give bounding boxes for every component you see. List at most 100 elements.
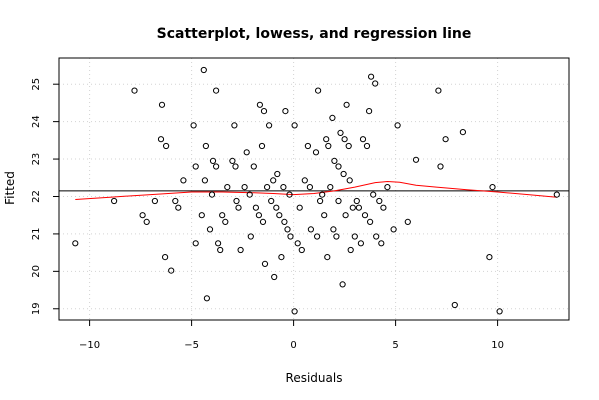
y-axis-label: Fitted [3, 171, 17, 205]
data-point [241, 184, 248, 191]
data-point [280, 184, 287, 191]
data-point [202, 142, 209, 150]
data-point [298, 246, 305, 254]
data-point [380, 204, 387, 211]
data-point [72, 240, 79, 247]
data-point [496, 308, 503, 315]
data-point [321, 212, 328, 219]
data-point [232, 163, 239, 170]
lowess-curve-group [75, 180, 557, 200]
data-point [390, 226, 397, 233]
data-point [291, 308, 298, 315]
data-point [235, 204, 242, 211]
data-point [219, 212, 226, 219]
data-point [349, 204, 356, 211]
data-point [301, 177, 308, 184]
x-axis-label: Residuals [286, 371, 343, 385]
data-point [370, 191, 377, 198]
y-tick-label: 19 [31, 302, 42, 315]
data-point [345, 142, 352, 150]
data-point [266, 122, 273, 129]
data-point [404, 218, 411, 225]
data-point [172, 197, 179, 205]
data-point [363, 142, 371, 150]
data-point [372, 80, 379, 87]
data-point [222, 218, 229, 225]
x-tick-label: −10 [79, 340, 100, 351]
data-point [215, 240, 222, 247]
data-point [258, 142, 266, 150]
data-point [271, 273, 278, 281]
data-point [384, 184, 391, 191]
data-point [278, 254, 285, 261]
data-point [208, 191, 216, 198]
data-point [367, 218, 374, 225]
data-point [151, 197, 158, 205]
data-point [296, 204, 303, 211]
data-point [287, 233, 294, 240]
data-point [247, 233, 254, 240]
data-point [341, 136, 348, 143]
data-point [437, 163, 444, 170]
data-point [168, 267, 175, 274]
data-point [317, 197, 324, 205]
data-point [158, 101, 166, 108]
data-point [355, 204, 362, 211]
data-point [307, 226, 314, 233]
y-tick-label: 23 [31, 153, 42, 166]
data-point [201, 177, 208, 184]
data-point [213, 163, 220, 170]
data-point [361, 212, 369, 219]
data-point [315, 87, 322, 94]
data-point [192, 240, 199, 247]
data-point [323, 136, 330, 143]
y-tick-label: 22 [31, 190, 42, 203]
data-point [412, 156, 420, 163]
x-tick-label: 5 [392, 340, 398, 351]
data-point [346, 177, 353, 184]
data-point [347, 246, 354, 254]
data-point [111, 197, 118, 205]
data-point [343, 101, 350, 108]
data-point [198, 212, 205, 219]
data-point [281, 218, 288, 225]
data-point [162, 254, 169, 261]
x-tick-label: −5 [184, 340, 199, 351]
data-point [314, 233, 321, 240]
data-point [337, 129, 344, 136]
data-point [459, 129, 466, 136]
data-point [340, 170, 347, 178]
data-point [329, 114, 336, 122]
y-tick-label: 20 [31, 265, 42, 278]
data-point [255, 212, 262, 219]
lowess-curve [75, 180, 557, 200]
data-point [359, 136, 367, 143]
x-tick-label: 10 [491, 340, 504, 351]
data-point [324, 254, 331, 261]
data-point [342, 212, 349, 219]
x-axis: −10 −5 0 5 10 [79, 319, 504, 351]
data-point [319, 191, 326, 198]
data-point [157, 136, 165, 143]
data-point [190, 122, 197, 129]
data-point [335, 163, 342, 170]
data-point [213, 87, 220, 94]
y-tick-label: 21 [31, 228, 42, 241]
data-point [274, 170, 281, 178]
data-point [435, 87, 442, 94]
data-point [163, 142, 170, 150]
data-point [330, 226, 337, 233]
data-point [143, 218, 150, 225]
x-tick-label: 0 [290, 340, 296, 351]
data-point [270, 177, 277, 184]
data-point [286, 191, 293, 198]
data-point [376, 197, 383, 205]
data-point [233, 197, 240, 205]
data-point [327, 184, 334, 191]
data-point [229, 157, 236, 164]
data-point [261, 260, 269, 267]
data-point [357, 240, 364, 247]
data-point [259, 218, 267, 225]
data-point [325, 142, 332, 150]
data-point [335, 197, 342, 205]
